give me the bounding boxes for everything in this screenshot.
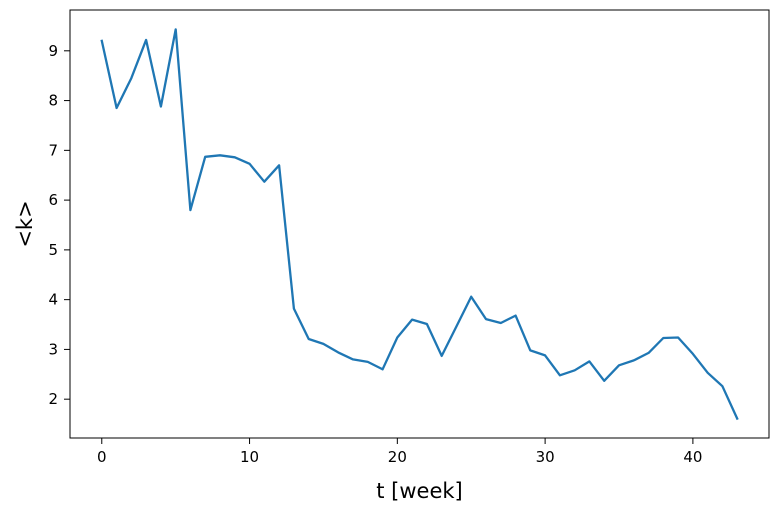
- y-tick-label: 7: [48, 141, 58, 159]
- y-tick-label: 4: [48, 291, 58, 309]
- y-tick-label: 9: [48, 42, 58, 60]
- plot-area-frame: [69, 9, 770, 439]
- series-line: [100, 28, 739, 421]
- x-axis-label: t [week]: [376, 479, 462, 503]
- x-tick-label: 0: [97, 448, 107, 466]
- x-tick-label: 20: [388, 448, 407, 466]
- y-tick-label: 8: [48, 92, 58, 110]
- y-tick-label: 5: [48, 241, 58, 259]
- y-axis-label: <k>: [13, 200, 37, 247]
- y-tick-label: 3: [48, 340, 58, 358]
- y-tick-label: 2: [48, 390, 58, 408]
- x-tick-label: 40: [683, 448, 702, 466]
- x-tick-label: 30: [536, 448, 555, 466]
- ticks-layer: 0 10 20 30 40 2 3 4 5 6 7 8 9: [48, 42, 702, 466]
- y-tick-label: 6: [48, 191, 58, 209]
- x-tick-label: 10: [240, 448, 259, 466]
